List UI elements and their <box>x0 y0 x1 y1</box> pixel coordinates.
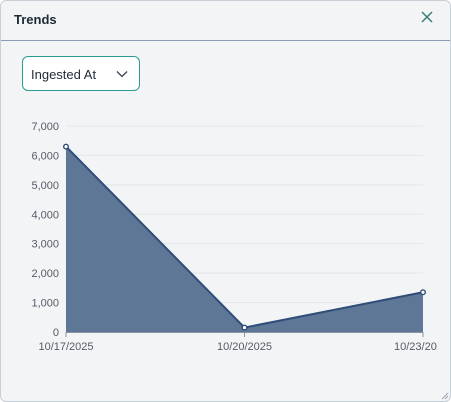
chevron-down-icon <box>116 71 128 78</box>
dialog-header: Trends <box>1 1 450 41</box>
date-field-select[interactable]: Ingested At <box>22 56 140 91</box>
y-tick-label: 2,000 <box>31 268 59 280</box>
data-point <box>241 324 248 331</box>
y-tick-label: 6,000 <box>31 150 59 162</box>
x-tick-label: 10/23/20 <box>394 341 437 353</box>
y-tick-label: 3,000 <box>31 239 59 251</box>
close-icon[interactable] <box>420 10 434 24</box>
dialog-title: Trends <box>14 12 57 27</box>
y-tick-label: 7,000 <box>31 121 59 133</box>
data-point <box>420 289 427 296</box>
y-tick-label: 4,000 <box>31 209 59 221</box>
x-tick-label: 10/20/2025 <box>217 341 272 353</box>
area-fill <box>66 146 423 332</box>
resize-handle[interactable] <box>440 391 449 400</box>
x-tick-label: 10/17/2025 <box>38 341 93 353</box>
select-value: Ingested At <box>31 67 97 82</box>
y-tick-label: 0 <box>53 327 59 339</box>
data-point <box>63 143 70 150</box>
y-tick-label: 1,000 <box>31 298 59 310</box>
y-tick-label: 5,000 <box>31 180 59 192</box>
